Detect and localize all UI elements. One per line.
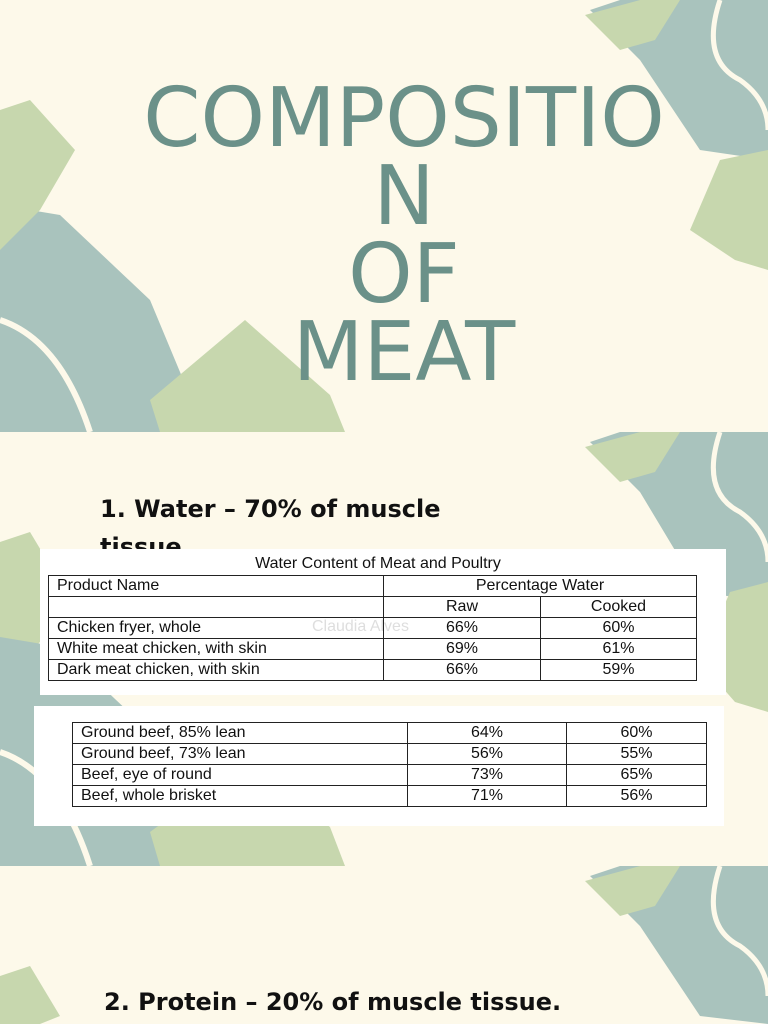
row-cooked: 65%	[566, 764, 707, 786]
row-raw: 66%	[383, 659, 541, 681]
row-raw: 64%	[407, 722, 567, 744]
empty-cell	[48, 596, 384, 618]
row-raw: 73%	[407, 764, 567, 786]
beef-water-table: Ground beef, 85% lean 64% 60% Ground bee…	[72, 722, 707, 807]
header-raw: Raw	[383, 596, 541, 618]
row-name: White meat chicken, with skin	[48, 638, 384, 660]
water-content-table-image: Water Content of Meat and Poultry Produc…	[40, 549, 726, 695]
row-raw: 56%	[407, 743, 567, 765]
water-content-table: Product Name Percentage Water Raw Cooked…	[48, 575, 697, 681]
title-line-3: OF	[348, 227, 460, 322]
title-line-4: MEAT	[292, 305, 516, 400]
table-row: Dark meat chicken, with skin 66% 59%	[48, 659, 697, 681]
beef-water-table-image: Ground beef, 85% lean 64% 60% Ground bee…	[34, 706, 724, 826]
row-cooked: 60%	[540, 617, 697, 639]
row-name: Ground beef, 85% lean	[72, 722, 408, 744]
point-protein: 2. Protein – 20% of muscle tissue.	[104, 988, 561, 1016]
row-cooked: 61%	[540, 638, 697, 660]
row-cooked: 56%	[566, 785, 707, 807]
watermark: Claudia Alves	[312, 618, 409, 635]
header-product-name: Product Name	[48, 575, 384, 597]
point-protein-text: 2. Protein – 20% of muscle tissue.	[104, 988, 562, 1016]
row-name: Beef, eye of round	[72, 764, 408, 786]
row-cooked: 59%	[540, 659, 697, 681]
table-caption: Water Content of Meat and Poultry	[255, 555, 501, 572]
table-row: Beef, eye of round 73% 65%	[72, 764, 707, 786]
row-name: Ground beef, 73% lean	[72, 743, 408, 765]
title-line-1: COMPOSITIO	[143, 71, 665, 166]
slide-protein: 2. Protein – 20% of muscle tissue.	[0, 866, 768, 1024]
slide-title: COMPOSITIO N OF MEAT	[0, 0, 768, 432]
row-name: Dark meat chicken, with skin	[48, 659, 384, 681]
row-cooked: 60%	[566, 722, 707, 744]
decorative-shapes	[0, 0, 768, 432]
table-row: White meat chicken, with skin 69% 61%	[48, 638, 697, 660]
table-row: Ground beef, 85% lean 64% 60%	[72, 722, 707, 744]
row-name: Beef, whole brisket	[72, 785, 408, 807]
title-line-2: N	[373, 149, 435, 244]
row-raw: 69%	[383, 638, 541, 660]
slide-title-text: COMPOSITIO N OF MEAT	[0, 71, 768, 400]
decorative-shapes	[0, 866, 768, 1024]
table-subheader-row: Raw Cooked	[48, 596, 697, 618]
table-header-row: Product Name Percentage Water	[48, 575, 697, 597]
header-cooked: Cooked	[540, 596, 697, 618]
row-raw: 71%	[407, 785, 567, 807]
header-percentage-water: Percentage Water	[383, 575, 697, 597]
row-raw: 66%	[383, 617, 541, 639]
table-row: Beef, whole brisket 71% 56%	[72, 785, 707, 807]
table-row: Ground beef, 73% lean 56% 55%	[72, 743, 707, 765]
row-cooked: 55%	[566, 743, 707, 765]
